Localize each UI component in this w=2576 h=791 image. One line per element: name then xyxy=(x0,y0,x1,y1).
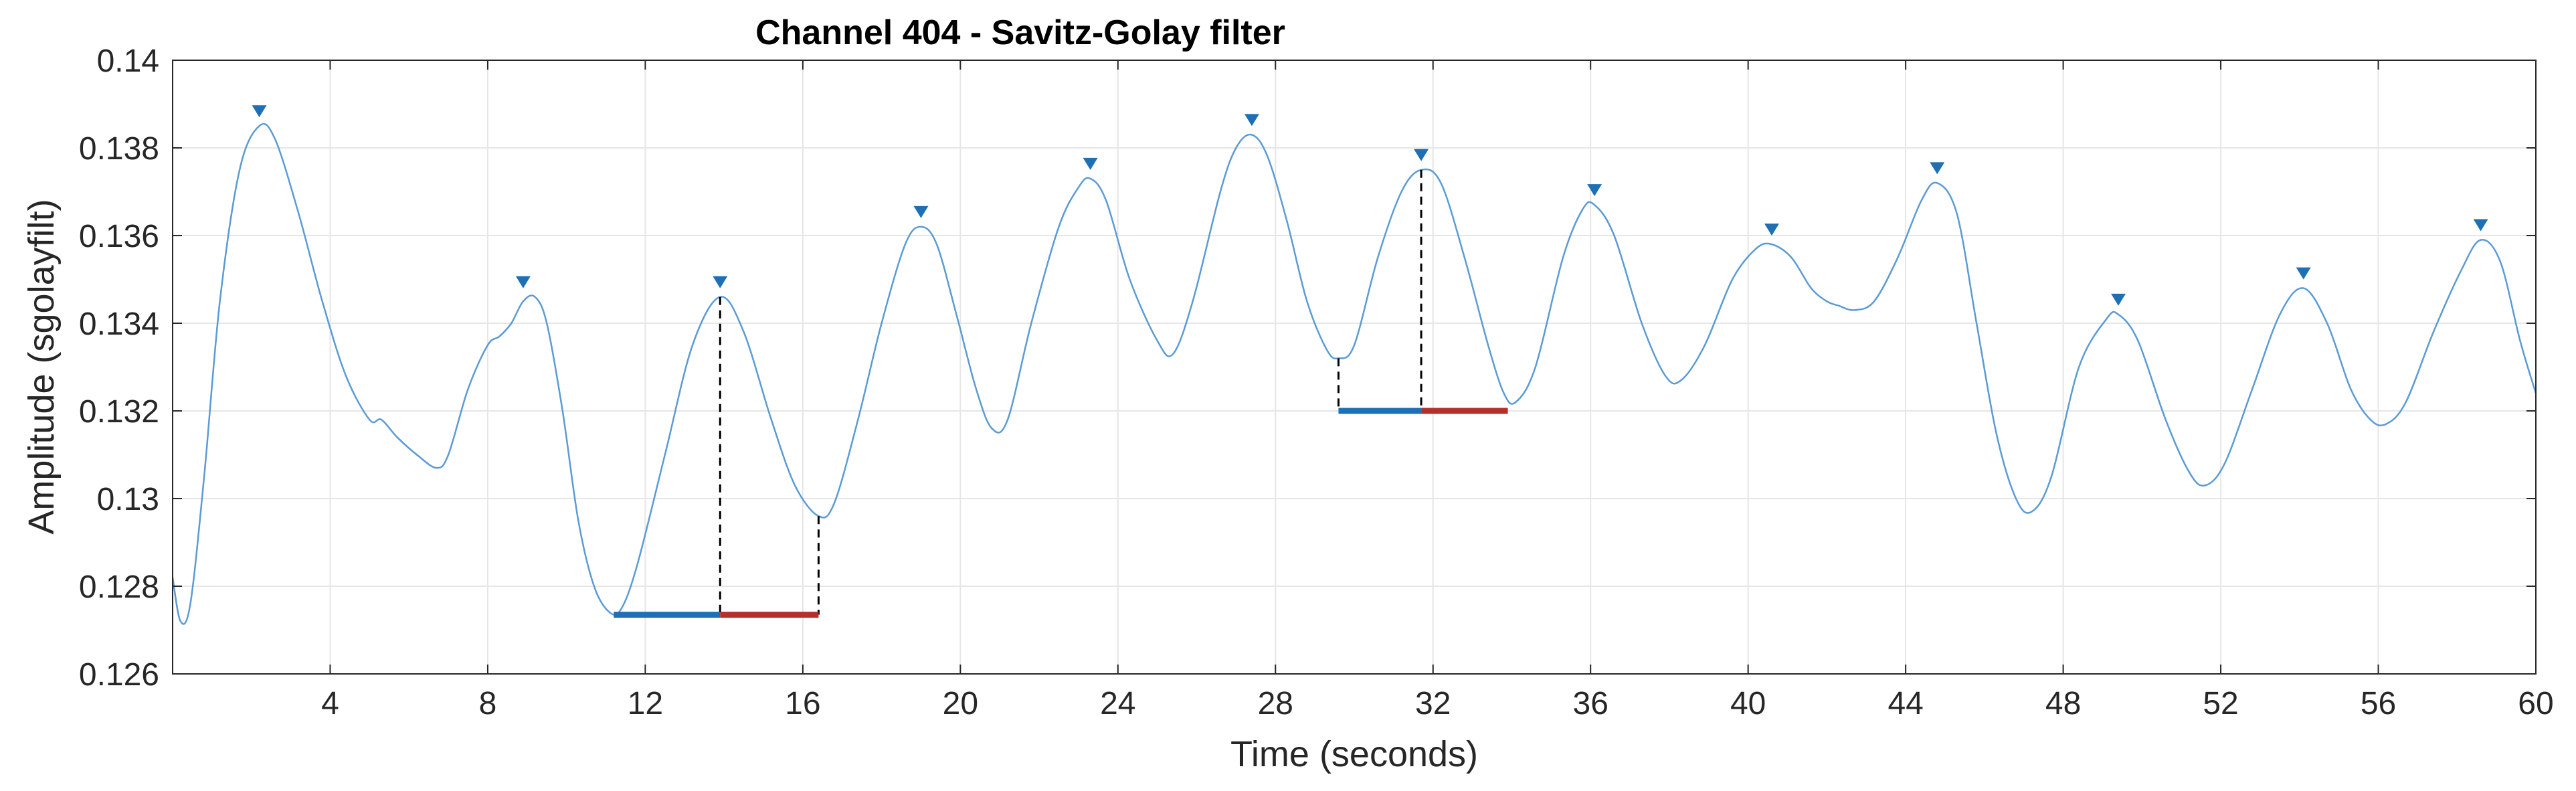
y-tick-label: 0.128 xyxy=(79,569,159,605)
x-tick-label: 44 xyxy=(1888,686,1923,721)
x-tick-label: 20 xyxy=(943,686,978,721)
chart-title: Channel 404 - Savitz-Golay filter xyxy=(755,13,1285,52)
peak-marker xyxy=(2296,267,2311,280)
peak-marker xyxy=(1244,114,1259,126)
signal-line xyxy=(171,122,2537,625)
y-tick-label: 0.126 xyxy=(79,657,159,693)
x-tick-label: 48 xyxy=(2045,686,2081,721)
x-tick-label: 4 xyxy=(321,686,339,721)
x-tick-label: 8 xyxy=(479,686,497,721)
x-tick-label: 24 xyxy=(1100,686,1135,721)
x-tick-label: 40 xyxy=(1730,686,1766,721)
peak-marker xyxy=(1083,157,1098,170)
peak-marker xyxy=(515,276,531,288)
x-axis-label: Time (seconds) xyxy=(1230,734,1478,774)
y-tick-label: 0.138 xyxy=(79,131,159,167)
x-tick-label: 60 xyxy=(2518,686,2553,721)
x-tick-label: 56 xyxy=(2361,686,2396,721)
peak-marker xyxy=(252,105,267,118)
peak-marker xyxy=(913,205,929,218)
axes-frame xyxy=(172,60,2537,675)
x-tick-label: 36 xyxy=(1573,686,1608,721)
y-tick-label: 0.132 xyxy=(79,394,159,430)
y-tick-label: 0.14 xyxy=(97,43,159,79)
peak-marker xyxy=(1930,162,1945,175)
y-tick-label: 0.134 xyxy=(79,306,159,342)
plot-area xyxy=(171,105,2537,625)
grid-lines xyxy=(173,60,2536,674)
peak-marker xyxy=(1587,184,1602,197)
peak-marker xyxy=(713,276,728,288)
y-tick-label: 0.136 xyxy=(79,219,159,254)
y-axis-label: Amplitude (sgolayfilt) xyxy=(21,199,62,534)
x-tick-label: 52 xyxy=(2203,686,2238,721)
y-tick-label: 0.13 xyxy=(97,482,159,517)
x-tick-label: 28 xyxy=(1258,686,1293,721)
axis-ticks: 4 8 12 16 20 24 28 32 36 40 44 48 52 56 600.1260.1280.… xyxy=(79,43,2554,721)
peak-marker xyxy=(2473,219,2488,232)
x-tick-label: 12 xyxy=(628,686,663,721)
x-tick-label: 16 xyxy=(785,686,820,721)
peak-marker xyxy=(1764,224,1779,236)
x-tick-label: 32 xyxy=(1415,686,1451,721)
peak-marker xyxy=(1414,149,1429,161)
peak-marker xyxy=(2111,293,2126,306)
